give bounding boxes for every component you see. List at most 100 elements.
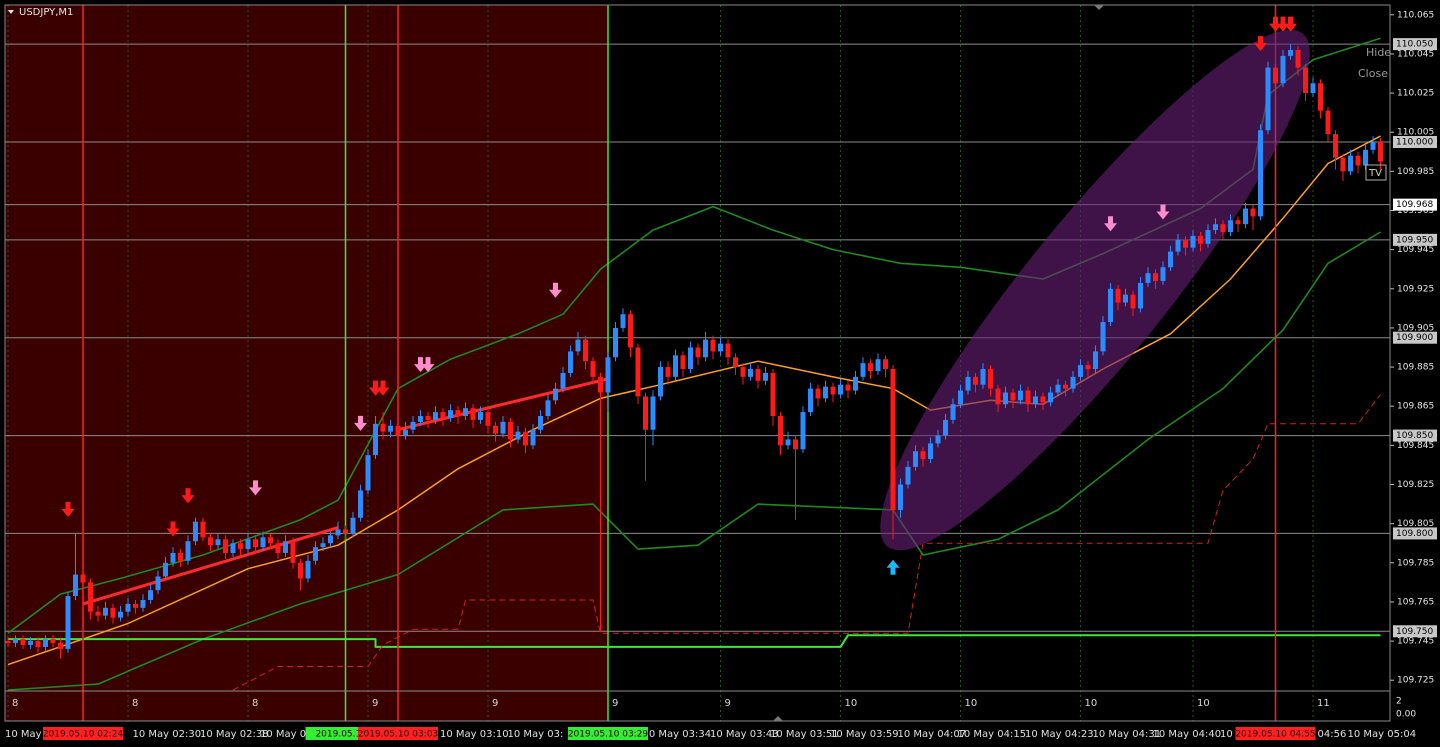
candle-body: [1100, 322, 1106, 352]
candle-body: [358, 490, 363, 518]
candle-body: [253, 539, 258, 548]
candle-body: [1040, 396, 1046, 403]
level-label: 109.950: [1396, 235, 1433, 245]
level-label: 110.050: [1396, 40, 1433, 50]
indicator-line: [7, 231, 1381, 691]
y-tick-label: 109.905: [1397, 323, 1434, 333]
x-tick-label: 10 May 05:04: [1348, 729, 1417, 740]
candle-body: [170, 553, 176, 563]
candle-body: [703, 339, 708, 358]
candle-body: [1355, 155, 1361, 166]
candle-body: [1370, 142, 1376, 150]
y-tick-label: 110.025: [1397, 89, 1434, 99]
candle-body: [335, 529, 341, 536]
candle-body: [193, 521, 198, 542]
signal-arrow: [1269, 16, 1282, 32]
y-tick-label: 109.865: [1397, 402, 1434, 412]
candle-body: [620, 314, 626, 328]
candle-body: [1303, 67, 1308, 94]
level-label: 109.800: [1396, 529, 1433, 539]
signal-arrow: [1284, 16, 1297, 32]
candle-body: [140, 599, 146, 608]
candle-body: [433, 412, 438, 420]
event-label: 2019.05.10 03:03: [358, 730, 438, 740]
candle-body: [733, 357, 738, 368]
event-label: 2019.05.10 03:29: [568, 730, 649, 740]
candle-body: [710, 339, 716, 352]
level-label-box: [1393, 527, 1437, 540]
candle-body: [478, 412, 483, 420]
x-tick-label: 10 May 04:23: [1025, 729, 1094, 740]
candle-body: [1220, 224, 1226, 233]
candle-body: [1378, 142, 1383, 162]
candle-body: [890, 369, 896, 510]
candle-body: [1273, 67, 1278, 84]
candle-body: [380, 423, 386, 432]
candle-body: [470, 408, 476, 420]
symbol-menu-icon[interactable]: [8, 10, 14, 14]
sub-window-label: 9: [725, 698, 731, 709]
candle-body: [920, 451, 926, 460]
candle-body: [500, 421, 506, 434]
candle-body: [763, 372, 768, 381]
x-tick-label: 10 May 02:38: [200, 729, 269, 740]
candle-body: [560, 372, 566, 389]
candle-body: [1115, 288, 1121, 303]
candle-body: [365, 455, 371, 491]
level-label: 109.900: [1396, 333, 1433, 343]
tv-button-frame[interactable]: [1365, 164, 1387, 181]
candle-body: [905, 466, 911, 485]
candle-body: [688, 347, 693, 370]
candle-body: [973, 376, 978, 385]
candle-body: [418, 416, 423, 422]
candle-body: [155, 576, 161, 591]
candle-body: [223, 539, 228, 553]
candle-body: [808, 388, 813, 413]
candle-body: [125, 603, 131, 612]
candle-body: [1138, 282, 1143, 309]
candle-body: [778, 416, 783, 446]
candle-body: [815, 388, 821, 399]
candle-body: [440, 412, 446, 418]
candle-body: [995, 388, 1001, 405]
signal-arrow: [181, 488, 195, 504]
candle-body: [95, 611, 101, 616]
candle-body: [695, 347, 701, 358]
y-tick-label: 109.845: [1397, 441, 1434, 451]
candle-body: [1190, 235, 1196, 248]
candle-body: [785, 439, 791, 446]
tv-button[interactable]: TV: [1368, 168, 1382, 179]
hide-button[interactable]: Hide: [1366, 46, 1391, 59]
candle-body: [1213, 224, 1218, 231]
y-tick-label: 110.005: [1397, 128, 1434, 138]
candle-body: [523, 431, 528, 446]
y-tick-label: 109.965: [1397, 206, 1434, 216]
candle-body: [163, 562, 168, 577]
candle-body: [1070, 376, 1076, 389]
level-label-box: [1393, 136, 1437, 148]
y-tick-label: 110.045: [1397, 49, 1434, 59]
candle-body: [50, 639, 56, 644]
x-tick-label: 10 May 2: [5, 729, 51, 740]
candle-body: [868, 363, 873, 371]
y-tick-label: 110.065: [1397, 10, 1434, 20]
candle-body: [343, 529, 348, 534]
candle-body: [538, 416, 543, 430]
candle-body: [395, 425, 401, 436]
event-label-box: [1235, 727, 1316, 740]
candle-body: [635, 347, 641, 397]
chart-title: USDJPY,M1: [19, 7, 73, 18]
sub-window-label: 9: [372, 698, 378, 709]
candle-body: [740, 367, 746, 377]
back-layer: [5, 5, 1390, 721]
candle-body: [373, 423, 378, 456]
candle-body: [1295, 50, 1301, 68]
sub-window-label: 10: [845, 698, 858, 709]
candle-body: [1340, 157, 1346, 172]
close-button[interactable]: Close: [1358, 67, 1388, 80]
signal-arrow: [414, 357, 427, 373]
signal-arrow: [354, 415, 367, 431]
candle-body: [1078, 365, 1083, 377]
event-label-box: [43, 727, 123, 740]
